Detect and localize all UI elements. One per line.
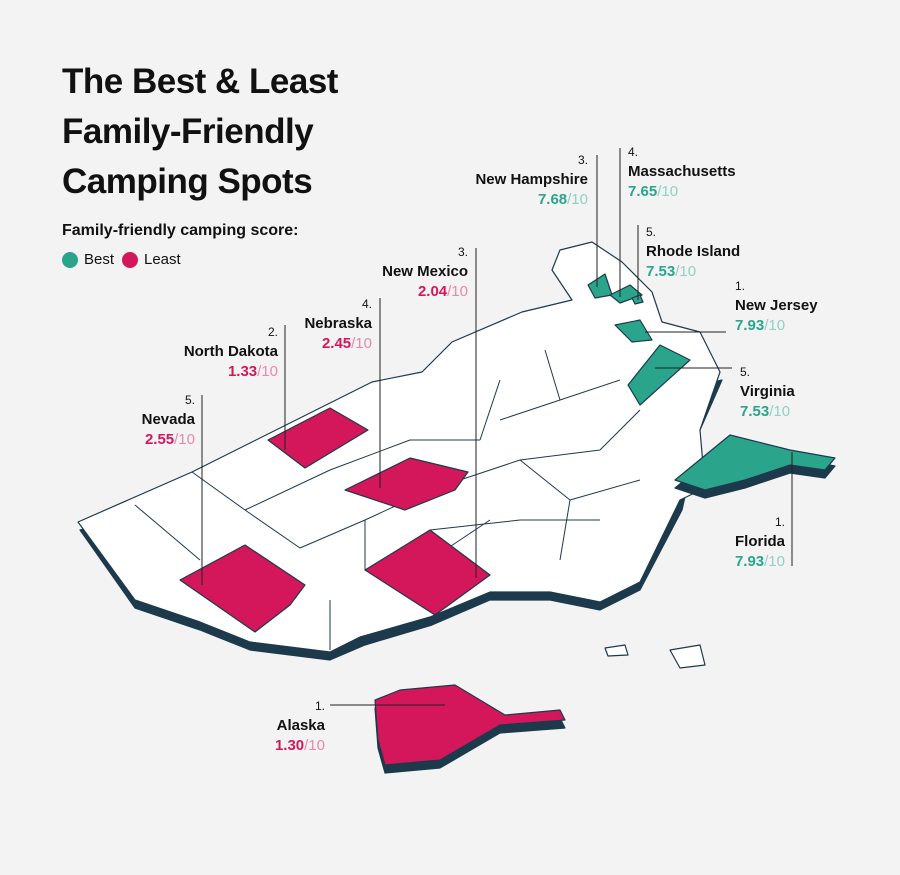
- score-out-of: /10: [769, 403, 791, 420]
- score-out-of: /10: [567, 191, 588, 208]
- score-out-of: /10: [657, 183, 679, 200]
- score-line: 2.45/10: [304, 334, 372, 354]
- callout: 1. Florida 7.93/10: [735, 512, 785, 572]
- legend-item: Least: [122, 251, 181, 268]
- rank: 5.: [646, 225, 657, 239]
- callout: 5. Rhode Island 7.53/10: [646, 222, 740, 282]
- hawaii-islands: [604, 644, 629, 657]
- rank: 2.: [267, 325, 278, 339]
- score-line: 7.53/10: [740, 402, 795, 422]
- score-out-of: /10: [351, 335, 372, 352]
- title: Camping Spots: [62, 162, 313, 201]
- rank: 4.: [361, 297, 372, 311]
- score: 2.04: [417, 283, 448, 300]
- rank: 1.: [314, 699, 325, 713]
- legend-text: Least: [144, 251, 181, 268]
- score: 7.93: [734, 553, 765, 570]
- score-out-of: /10: [764, 317, 786, 334]
- score-out-of: /10: [675, 263, 697, 280]
- nevada: [179, 544, 306, 633]
- state-name: Virginia: [740, 383, 795, 400]
- callout: 5. Nevada 2.55/10: [142, 390, 195, 450]
- callout: 2. North Dakota 1.33/10: [184, 322, 278, 382]
- score: 2.45: [321, 335, 352, 352]
- us-map: [77, 241, 836, 774]
- legend-item: Best: [62, 251, 114, 268]
- massachusetts: [609, 284, 643, 304]
- callout: 1. Alaska 1.30/10: [275, 696, 325, 756]
- score-line: 2.55/10: [142, 430, 195, 450]
- north-dakota: [267, 407, 369, 469]
- virginia: [627, 344, 691, 406]
- legend-dot: [62, 251, 78, 268]
- rank: 3.: [457, 245, 468, 259]
- legend-label: Family-friendly camping score:: [62, 222, 299, 239]
- hawaii: [669, 644, 706, 669]
- score-line: 7.68/10: [475, 190, 588, 210]
- nebraska: [344, 457, 469, 511]
- legend-text: Best: [84, 251, 115, 268]
- state-name: North Dakota: [183, 343, 278, 360]
- callout: 3. New Mexico 2.04/10: [382, 242, 468, 302]
- rank: 3.: [577, 153, 588, 167]
- state-name: Florida: [734, 533, 785, 550]
- score-line: 1.33/10: [184, 362, 278, 382]
- score: 7.53: [740, 403, 770, 420]
- state-name: New Jersey: [735, 297, 818, 314]
- score: 7.93: [735, 317, 765, 334]
- callout: 5. Virginia 7.53/10: [740, 362, 795, 422]
- score-out-of: /10: [174, 431, 195, 448]
- title: The Best & Least: [62, 62, 338, 101]
- rank: 1.: [774, 515, 785, 529]
- score: 1.33: [227, 363, 258, 380]
- rank: 5.: [184, 393, 195, 407]
- state-name: New Hampshire: [475, 171, 588, 188]
- leader-lines: [201, 148, 793, 706]
- state-name: Rhode Island: [646, 243, 741, 260]
- score: 1.30: [274, 737, 305, 754]
- rank: 1.: [735, 279, 746, 293]
- score-out-of: /10: [304, 737, 325, 754]
- state-name: New Mexico: [382, 263, 468, 280]
- callout: 1. New Jersey 7.93/10: [735, 276, 818, 336]
- callout: 4. Massachusetts 7.65/10: [628, 142, 736, 202]
- callout: 3. New Hampshire 7.68/10: [475, 150, 588, 210]
- score-line: 7.53/10: [646, 262, 740, 282]
- score: 7.65: [628, 183, 658, 200]
- state-name: Massachusetts: [628, 163, 736, 180]
- score: 7.53: [646, 263, 676, 280]
- title: Family-Friendly: [62, 112, 314, 151]
- state-name: Nevada: [141, 411, 195, 428]
- rank: 4.: [628, 145, 639, 159]
- new-jersey: [614, 319, 653, 343]
- score-line: 7.65/10: [628, 182, 736, 202]
- state-name: Alaska: [276, 717, 325, 734]
- score: 2.55: [144, 431, 175, 448]
- legend-dot: [122, 251, 138, 268]
- state-name: Nebraska: [304, 315, 372, 332]
- florida: [674, 434, 836, 491]
- score-out-of: /10: [764, 553, 785, 570]
- state-borders: [134, 349, 641, 650]
- score-line: 2.04/10: [382, 282, 468, 302]
- score-line: 7.93/10: [735, 316, 818, 336]
- score-line: 1.30/10: [275, 736, 325, 756]
- score-out-of: /10: [257, 363, 278, 380]
- score-line: 7.93/10: [735, 552, 785, 572]
- callout: 4. Nebraska 2.45/10: [304, 294, 372, 354]
- rank: 5.: [740, 365, 751, 379]
- new-mexico: [364, 529, 491, 616]
- score-out-of: /10: [447, 283, 468, 300]
- score: 7.68: [537, 191, 568, 208]
